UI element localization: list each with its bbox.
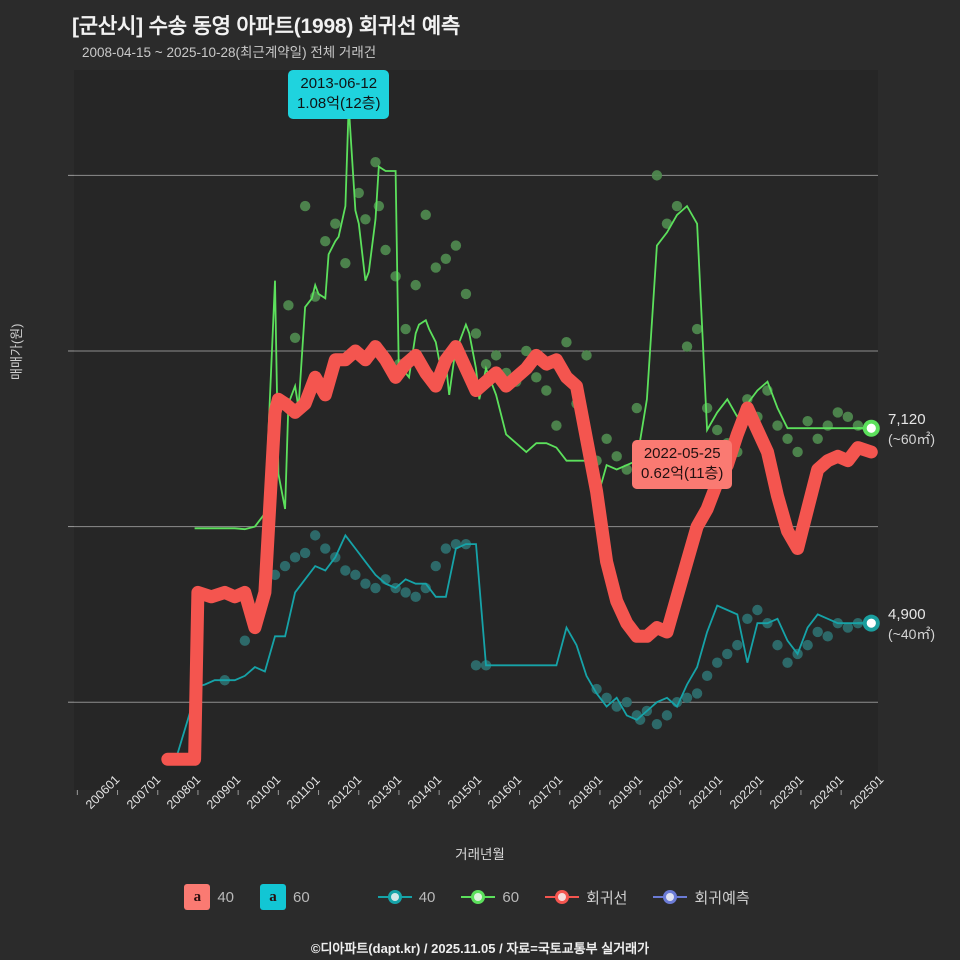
annotation-trough-date: 2022-05-25 xyxy=(643,445,721,462)
legend-swatch-60[interactable]: a 60 xyxy=(260,884,310,910)
page-subtitle: 2008-04-15 ~ 2025-10-28(최근계약일) 전체 거래건 xyxy=(82,45,377,60)
end-label-40-value: 4,900 xyxy=(888,606,926,624)
legend-marker-회귀예측[interactable]: 회귀예측 xyxy=(653,887,750,908)
series-회귀선 xyxy=(161,340,878,766)
page-title: [군산시] 수송 동영 아파트(1998) 회귀선 예측 xyxy=(72,15,461,38)
end-label-60: 7,120 (~60㎡) xyxy=(888,410,935,448)
legend-swatch-40[interactable]: a 40 xyxy=(184,884,234,910)
scatter-60 xyxy=(283,99,864,475)
legend-marker-icon xyxy=(377,890,412,904)
end-label-40-unit: (~40㎡) xyxy=(888,625,936,642)
footer-credit: ©디아파트(dapt.kr) / 2025.11.05 / 자료=국토교통부 실… xyxy=(310,941,650,956)
legend-swatch-glyph: a xyxy=(184,884,211,910)
legend-marker-label: 60 xyxy=(502,888,520,906)
end-label-40: 4,900 (~40㎡) xyxy=(888,605,935,643)
legend-marker-회귀선[interactable]: 회귀선 xyxy=(545,887,627,908)
annotation-trough: 2022-05-25 0.62억(11층) xyxy=(632,440,733,489)
y-axis-ticks: 0.4억0.6억0.8억1억 xyxy=(0,0,74,960)
legend-marker-60[interactable]: 60 xyxy=(461,889,519,906)
x-axis-label: 거래년월 xyxy=(455,847,505,862)
annotation-trough-price: 0.62억(11층) xyxy=(641,464,724,482)
legend-marker-40[interactable]: 40 xyxy=(377,888,436,906)
legend-marker-icon xyxy=(461,890,496,904)
legend-swatch-label: 60 xyxy=(293,888,310,906)
annotation-peak: 2013-06-12 1.08억(12층) xyxy=(288,70,390,119)
legend-swatch-label: 40 xyxy=(217,888,234,906)
end-label-60-unit: (~60㎡) xyxy=(888,430,936,447)
legend-marker-label: 회귀선 xyxy=(586,889,628,907)
legend-marker-label: 40 xyxy=(418,888,436,906)
legend-swatch-glyph: a xyxy=(260,884,286,910)
annotation-peak-date: 2013-06-12 xyxy=(300,75,378,92)
legend-marker-label: 회귀예측 xyxy=(694,889,750,907)
chart-legend: a 40 a 60 40 60 회귀선 회귀예측 xyxy=(0,884,960,910)
end-label-60-value: 7,120 xyxy=(888,411,926,429)
series-40 xyxy=(173,533,872,764)
annotation-peak-price: 1.08억(12층) xyxy=(297,94,381,112)
legend-marker-icon xyxy=(545,890,580,904)
legend-marker-icon xyxy=(653,890,688,904)
